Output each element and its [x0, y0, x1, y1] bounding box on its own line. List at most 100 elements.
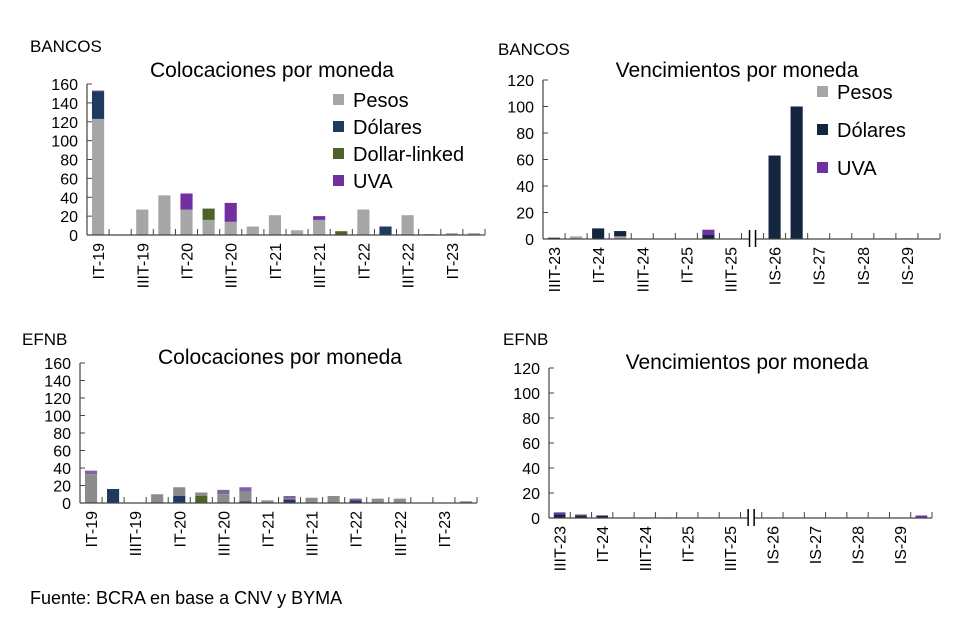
panel-group-label: BANCOS: [498, 40, 570, 59]
legend-label: UVA: [353, 171, 393, 193]
legend-swatch: [817, 162, 828, 173]
chart-title: Colocaciones por moneda: [158, 346, 402, 369]
y-tick-label: 20: [516, 206, 534, 223]
x-tick-label: IT-19: [91, 243, 108, 280]
bar-segment: [459, 501, 473, 503]
x-tick-label: IT-20: [172, 511, 189, 548]
bar-segment: [84, 474, 98, 503]
x-tick-label: IIIT-21: [305, 511, 322, 556]
bar-segment: [357, 209, 370, 235]
bar-segment: [283, 496, 296, 499]
x-tick-label: IS-27: [808, 526, 825, 564]
bar-segment: [151, 494, 164, 503]
bar-segment: [290, 230, 304, 235]
bar-segment: [445, 233, 458, 235]
x-tick-label: IT-23: [445, 243, 462, 280]
bar-segment: [575, 515, 587, 518]
bar-segment: [547, 237, 561, 239]
legend-swatch: [333, 175, 344, 186]
chart-panel-4: EFNB Vencimientos por moneda 0 20 40 60 80 100 1…: [503, 330, 933, 571]
bar-segment: [158, 195, 171, 235]
y-tick-label: 0: [69, 228, 78, 245]
bar-segment: [217, 494, 230, 503]
bar-segment: [202, 208, 215, 220]
bar-segment: [575, 514, 587, 516]
y-tick-label: 80: [522, 411, 540, 428]
legend-label: Dólares: [837, 120, 906, 142]
bar-segment: [136, 209, 149, 235]
x-tick-label: IS-26: [768, 247, 785, 285]
y-tick-label: 20: [522, 486, 540, 503]
x-tick-label: IIIT-21: [312, 243, 329, 288]
x-tick-label: IIIT-23: [553, 526, 570, 571]
bar-segment: [224, 202, 237, 222]
y-tick-label: 100: [51, 134, 78, 151]
y-tick-label: 160: [51, 77, 78, 94]
bar-segment: [335, 231, 348, 235]
y-tick-label: 60: [60, 171, 78, 188]
bar-segment: [592, 228, 605, 239]
y-tick-label: 80: [53, 426, 71, 443]
axis-break-gap: [749, 231, 756, 247]
panel-group-label: BANCOS: [30, 37, 102, 56]
panel-group-label: EFNB: [503, 330, 548, 349]
bar-segment: [614, 231, 627, 237]
x-tick-label: IS-29: [900, 247, 917, 285]
bar-segment: [195, 492, 208, 496]
bar-segment: [570, 236, 583, 239]
legend-label: UVA: [837, 158, 877, 180]
legend-swatch: [333, 94, 344, 105]
bar-segment: [313, 216, 326, 220]
chart-title: Vencimientos por moneda: [616, 59, 859, 82]
x-tick-label: IT-22: [356, 243, 373, 280]
x-tick-label: IT-19: [84, 511, 101, 548]
y-tick-label: 0: [531, 511, 540, 528]
bar-segment: [283, 499, 296, 503]
y-tick-label: 140: [44, 374, 71, 391]
chart-title: Colocaciones por moneda: [150, 59, 394, 82]
y-tick-label: 140: [51, 96, 78, 113]
bar-segment: [790, 106, 803, 239]
bar-segment: [91, 118, 105, 235]
legend-label: Pesos: [837, 82, 893, 104]
y-tick-label: 60: [522, 436, 540, 453]
axis-break-gap: [748, 510, 755, 526]
bar-segment: [327, 496, 340, 503]
x-tick-label: IT-24: [591, 247, 608, 284]
y-tick-label: 40: [60, 190, 78, 207]
bar-segment: [393, 498, 406, 503]
legend-swatch: [817, 86, 828, 97]
x-tick-label: IT-20: [180, 243, 197, 280]
bar-segment: [195, 496, 208, 503]
chart-panel-2: BANCOS Vencimientos por moneda 0 20 40 60 80 10…: [498, 40, 941, 292]
bar-segment: [305, 497, 318, 503]
chart-title: Vencimientos por moneda: [626, 351, 869, 374]
y-tick-label: 40: [516, 179, 534, 196]
x-tick-label: IIIT-25: [723, 247, 740, 292]
bar-segment: [467, 233, 481, 235]
x-tick-label: IIIT-20: [216, 511, 233, 556]
bar-segment: [596, 515, 609, 518]
y-tick-label: 0: [62, 496, 71, 513]
bar-segment: [91, 90, 105, 92]
panel-group-label: EFNB: [22, 330, 67, 349]
bar-segment: [107, 489, 120, 503]
y-tick-label: 120: [44, 391, 71, 408]
bar-segment: [702, 235, 715, 239]
bar-segment: [768, 155, 781, 239]
footer-source: Fuente: BCRA en base a CNV y BYMA: [30, 588, 342, 608]
y-tick-label: 100: [44, 409, 71, 426]
bar-segment: [217, 489, 230, 495]
y-tick-label: 20: [53, 479, 71, 496]
bar-segment: [349, 500, 362, 503]
y-tick-label: 0: [525, 232, 534, 249]
bar-segment: [180, 193, 193, 210]
bar-segment: [702, 229, 715, 236]
y-tick-label: 120: [507, 73, 534, 90]
x-tick-label: IIIT-19: [128, 511, 145, 556]
bar-segment: [283, 498, 296, 500]
x-tick-label: IIIT-22: [401, 243, 418, 288]
